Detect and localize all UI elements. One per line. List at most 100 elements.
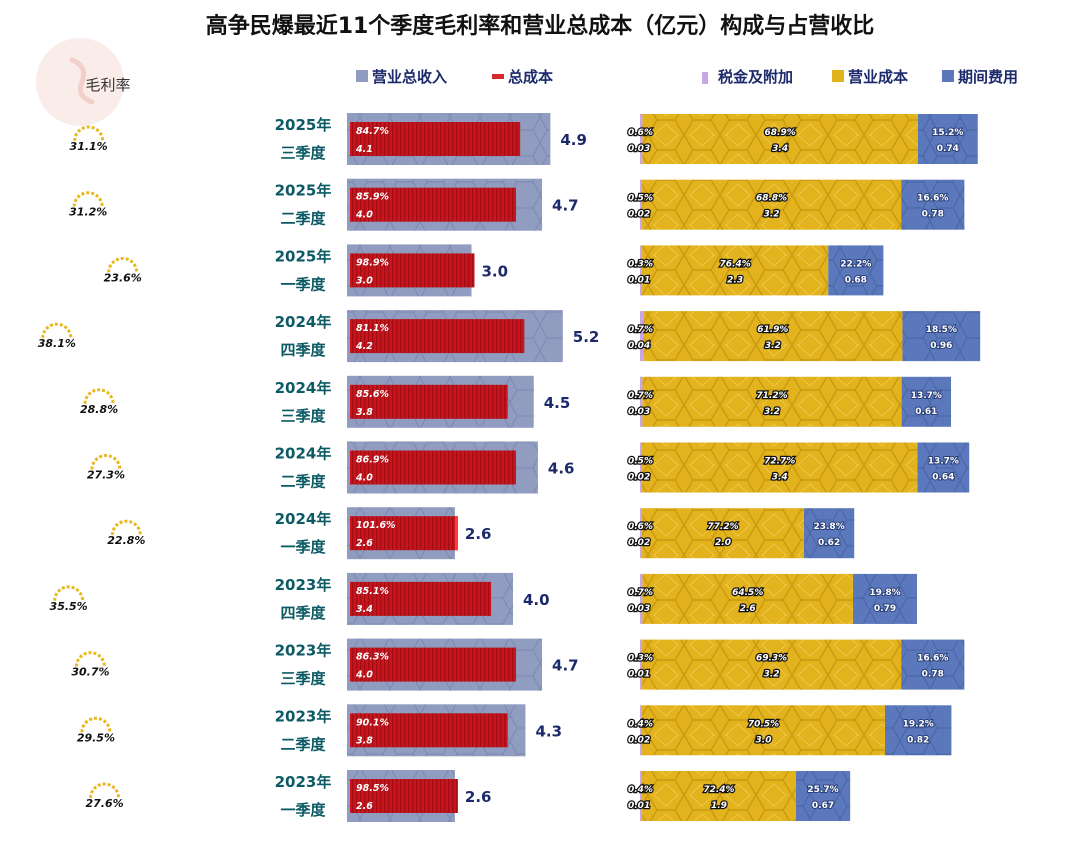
legend-op-cost-swatch bbox=[832, 70, 844, 82]
expense-segment bbox=[901, 179, 965, 230]
tax-value-label: 0.03 bbox=[628, 407, 650, 417]
tax-value-label: 0.04 bbox=[628, 341, 650, 351]
op-cost-segment bbox=[642, 442, 918, 493]
cost-ratio-label: 86.3% bbox=[356, 652, 389, 663]
total-cost-value-label: 2.6 bbox=[356, 801, 373, 812]
op-cost-value-label: 3.4 bbox=[772, 144, 788, 154]
gross-margin-gauge bbox=[41, 322, 73, 339]
expense-pct-label: 16.6% bbox=[917, 194, 948, 204]
period-year-label: 2024年 bbox=[275, 313, 332, 331]
gross-margin-label: 31.1% bbox=[70, 140, 108, 153]
period-quarter-label: 四季度 bbox=[280, 341, 326, 359]
revenue-value-label: 5.2 bbox=[573, 328, 600, 346]
revenue-value-label: 4.9 bbox=[560, 131, 587, 149]
tax-segment bbox=[640, 573, 643, 624]
total-cost-bar bbox=[350, 187, 516, 222]
cost-ratio-label: 90.1% bbox=[356, 717, 389, 728]
expense-segment bbox=[901, 376, 952, 427]
tax-pct-label: 0.5% bbox=[628, 457, 653, 467]
tax-pct-label: 0.3% bbox=[628, 654, 653, 664]
expense-pct-label: 19.8% bbox=[869, 588, 900, 598]
chart-title: 高争民爆最近11个季度毛利率和营业总成本（亿元）构成与占营收比 bbox=[206, 13, 875, 39]
expense-value-label: 0.82 bbox=[907, 735, 929, 745]
total-cost-bar bbox=[350, 122, 521, 156]
expense-value-label: 0.78 bbox=[922, 670, 944, 680]
revenue-value-label: 4.5 bbox=[544, 394, 571, 412]
expense-segment bbox=[804, 508, 855, 559]
tax-segment bbox=[640, 771, 642, 821]
legend-right: 税金及附加 营业成本 期间费用 bbox=[702, 68, 1018, 86]
expense-segment bbox=[901, 639, 965, 690]
legend-tax-label: 税金及附加 bbox=[718, 68, 793, 86]
expense-segment bbox=[795, 771, 851, 821]
revenue-value-label: 4.3 bbox=[535, 722, 562, 740]
gross-margin-label: 31.2% bbox=[69, 206, 107, 219]
revenue-value-label: 3.0 bbox=[482, 262, 509, 280]
op-cost-value-label: 3.2 bbox=[764, 407, 780, 417]
expense-pct-label: 25.7% bbox=[807, 785, 838, 795]
watermark-logo-mark bbox=[69, 57, 95, 105]
cost-ratio-label: 84.7% bbox=[356, 126, 389, 137]
total-cost-bar bbox=[350, 647, 516, 682]
total-cost-overflow-edge bbox=[454, 516, 458, 551]
expense-value-label: 0.68 bbox=[845, 275, 867, 285]
cost-ratio-label: 86.9% bbox=[356, 455, 389, 466]
expense-segment bbox=[917, 442, 970, 493]
gross-margin-label: 22.8% bbox=[107, 534, 145, 547]
legend-left: 营业总收入 总成本 bbox=[356, 68, 553, 86]
op-cost-segment bbox=[642, 508, 804, 559]
cost-ratio-label: 98.5% bbox=[356, 783, 389, 794]
expense-segment bbox=[853, 573, 918, 624]
op-cost-segment bbox=[642, 705, 885, 756]
total-cost-value-label: 4.0 bbox=[355, 670, 373, 681]
total-cost-bar bbox=[350, 581, 492, 616]
total-cost-value-label: 4.0 bbox=[355, 473, 373, 484]
gross-margin-label: 35.5% bbox=[50, 600, 88, 613]
expense-segment bbox=[828, 245, 884, 296]
expense-pct-label: 19.2% bbox=[903, 719, 934, 729]
period-quarter-label: 一季度 bbox=[280, 275, 326, 293]
tax-value-label: 0.02 bbox=[628, 210, 650, 220]
revenue-value-label: 4.7 bbox=[552, 657, 579, 675]
chart-rows: 31.1%2025年三季度4.984.7%4.10.6%0.0368.9%3.4… bbox=[36, 113, 981, 822]
op-cost-value-label: 3.4 bbox=[772, 473, 788, 483]
gross-margin-label: 29.5% bbox=[77, 731, 115, 744]
expense-pct-label: 18.5% bbox=[926, 325, 957, 335]
expense-pct-label: 15.2% bbox=[932, 128, 963, 138]
total-cost-bar bbox=[350, 384, 508, 419]
op-cost-value-label: 2.3 bbox=[727, 275, 743, 285]
op-cost-pct-label: 68.9% bbox=[765, 128, 796, 138]
period-quarter-label: 二季度 bbox=[280, 210, 326, 228]
expense-value-label: 0.78 bbox=[922, 210, 944, 220]
total-cost-bar bbox=[350, 516, 458, 551]
expense-segment bbox=[902, 311, 981, 362]
total-cost-bar bbox=[350, 713, 508, 748]
tax-value-label: 0.03 bbox=[628, 604, 650, 614]
period-year-label: 2024年 bbox=[275, 445, 332, 463]
total-cost-bar bbox=[350, 319, 525, 354]
revenue-value-label: 2.6 bbox=[465, 525, 492, 543]
legend-expense-label: 期间费用 bbox=[958, 68, 1018, 86]
legend-tax-swatch bbox=[702, 72, 708, 84]
tax-pct-label: 0.4% bbox=[628, 719, 653, 729]
legend-total-cost-label: 总成本 bbox=[508, 68, 553, 86]
op-cost-pct-label: 71.2% bbox=[756, 391, 787, 401]
op-cost-value-label: 3.2 bbox=[764, 670, 780, 680]
total-cost-value-label: 3.8 bbox=[356, 407, 373, 418]
revenue-value-label: 2.6 bbox=[465, 788, 492, 806]
expense-value-label: 0.96 bbox=[930, 341, 952, 351]
period-year-label: 2023年 bbox=[275, 773, 332, 791]
gross-margin-label: 30.7% bbox=[71, 666, 109, 679]
expense-value-label: 0.67 bbox=[812, 801, 834, 811]
tax-segment bbox=[640, 705, 642, 756]
expense-segment bbox=[885, 705, 952, 756]
